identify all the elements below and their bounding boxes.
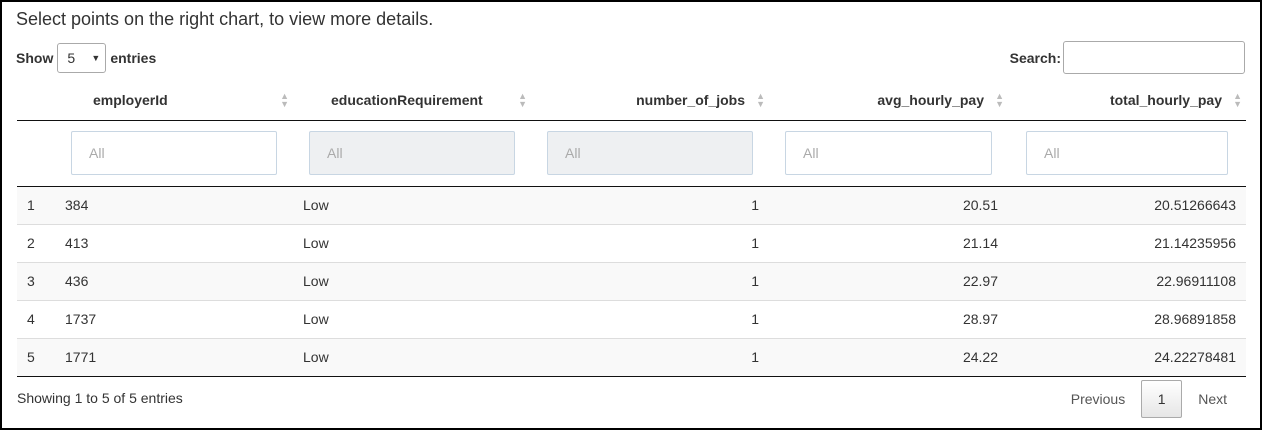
cell-educationrequirement: Low xyxy=(293,262,531,301)
cell-employerid: 1771 xyxy=(55,338,293,377)
filter-input-number-of-jobs: All xyxy=(547,131,753,175)
entries-length-control: Show 5 ▼ entries xyxy=(16,43,156,73)
column-header-label: total_hourly_pay xyxy=(1109,91,1222,108)
entries-length-value: 5 xyxy=(67,50,76,66)
filter-input-total-hourly-pay[interactable]: All xyxy=(1026,131,1228,175)
column-header-total-hourly-pay[interactable]: total_hourly_pay ▲ ▼ xyxy=(1008,80,1246,121)
row-index: 4 xyxy=(17,300,55,339)
column-header-label: educationRequirement xyxy=(331,91,483,108)
filter-cell: All xyxy=(1008,120,1246,187)
table-info: Showing 1 to 5 of 5 entries xyxy=(17,390,183,406)
table-row[interactable]: 3 436 Low 1 22.97 22.96911108 xyxy=(17,262,1246,301)
cell-educationrequirement: Low xyxy=(293,224,531,263)
instruction-text: Select points on the right chart, to vie… xyxy=(16,9,434,29)
column-header-label: avg_hourly_pay xyxy=(877,91,984,108)
filter-input-educationrequirement: All xyxy=(309,131,515,175)
cell-avg-hourly-pay: 22.97 xyxy=(769,262,1008,301)
next-button[interactable]: Next xyxy=(1198,391,1227,407)
cell-number-of-jobs: 1 xyxy=(531,338,769,377)
cell-avg-hourly-pay: 24.22 xyxy=(769,338,1008,377)
sort-icon: ▲ ▼ xyxy=(995,91,1004,109)
column-header-educationrequirement[interactable]: educationRequirement ▲ ▼ xyxy=(293,80,531,121)
cell-educationrequirement: Low xyxy=(293,300,531,339)
sort-icon: ▲ ▼ xyxy=(1233,91,1242,109)
filter-cell-index xyxy=(17,120,55,187)
cell-educationrequirement: Low xyxy=(293,186,531,225)
sort-icon: ▲ ▼ xyxy=(518,91,527,109)
cell-total-hourly-pay: 20.51266643 xyxy=(1008,186,1246,225)
cell-employerid: 436 xyxy=(55,262,293,301)
row-index: 5 xyxy=(17,338,55,377)
cell-total-hourly-pay: 24.22278481 xyxy=(1008,338,1246,377)
cell-educationrequirement: Low xyxy=(293,338,531,377)
row-index: 2 xyxy=(17,224,55,263)
header-row: employerId ▲ ▼ educationRequirement ▲ ▼ nu… xyxy=(17,80,1246,121)
page-1-button[interactable]: 1 xyxy=(1141,380,1183,418)
show-label: Show xyxy=(16,50,54,66)
dropdown-caret-icon: ▼ xyxy=(91,53,101,63)
cell-avg-hourly-pay: 20.51 xyxy=(769,186,1008,225)
cell-total-hourly-pay: 21.14235956 xyxy=(1008,224,1246,263)
table-row[interactable]: 2 413 Low 1 21.14 21.14235956 xyxy=(17,224,1246,263)
table-row[interactable]: 4 1737 Low 1 28.97 28.96891858 xyxy=(17,300,1246,339)
cell-total-hourly-pay: 28.96891858 xyxy=(1008,300,1246,339)
cell-employerid: 1737 xyxy=(55,300,293,339)
column-header-avg-hourly-pay[interactable]: avg_hourly_pay ▲ ▼ xyxy=(769,80,1008,121)
row-index: 1 xyxy=(17,186,55,225)
data-table: employerId ▲ ▼ educationRequirement ▲ ▼ nu… xyxy=(17,80,1246,377)
row-index: 3 xyxy=(17,262,55,301)
cell-number-of-jobs: 1 xyxy=(531,186,769,225)
entries-length-select[interactable]: 5 ▼ xyxy=(57,43,107,73)
search-control: Search: xyxy=(1010,41,1245,74)
sort-icon: ▲ ▼ xyxy=(280,91,289,109)
sort-icon: ▲ ▼ xyxy=(756,91,765,109)
cell-number-of-jobs: 1 xyxy=(531,300,769,339)
cell-employerid: 413 xyxy=(55,224,293,263)
column-header-employerid[interactable]: employerId ▲ ▼ xyxy=(55,80,293,121)
pagination: Previous 1 Next xyxy=(1055,380,1243,418)
cell-avg-hourly-pay: 21.14 xyxy=(769,224,1008,263)
previous-button[interactable]: Previous xyxy=(1070,391,1126,407)
table-body: 1 384 Low 1 20.51 20.51266643 2 413 Low … xyxy=(17,186,1246,377)
filter-cell: All xyxy=(293,120,531,187)
filter-cell: All xyxy=(769,120,1008,187)
cell-number-of-jobs: 1 xyxy=(531,262,769,301)
filter-cell: All xyxy=(531,120,769,187)
cell-employerid: 384 xyxy=(55,186,293,225)
table-row[interactable]: 1 384 Low 1 20.51 20.51266643 xyxy=(17,186,1246,225)
search-label: Search: xyxy=(1009,49,1061,66)
index-header xyxy=(17,80,55,121)
filter-row: All All All All All xyxy=(17,120,1246,187)
column-header-number-of-jobs[interactable]: number_of_jobs ▲ ▼ xyxy=(531,80,769,121)
entries-label: entries xyxy=(110,50,157,66)
cell-total-hourly-pay: 22.96911108 xyxy=(1008,262,1246,301)
filter-input-avg-hourly-pay[interactable]: All xyxy=(785,131,992,175)
cell-avg-hourly-pay: 28.97 xyxy=(769,300,1008,339)
filter-cell: All xyxy=(55,120,293,187)
column-header-label: employerId xyxy=(93,91,168,108)
cell-number-of-jobs: 1 xyxy=(531,224,769,263)
column-header-label: number_of_jobs xyxy=(636,91,745,108)
filter-input-employerid[interactable]: All xyxy=(71,131,277,175)
table-row[interactable]: 5 1771 Low 1 24.22 24.22278481 xyxy=(17,338,1246,377)
search-input[interactable] xyxy=(1063,41,1245,74)
